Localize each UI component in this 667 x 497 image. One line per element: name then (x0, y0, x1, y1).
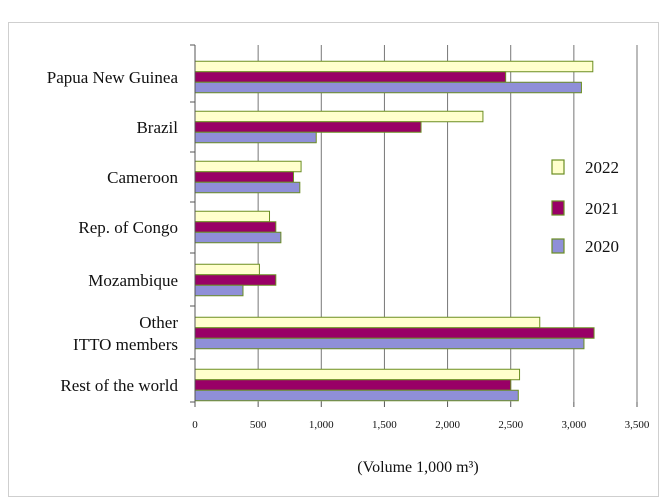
x-tick-label: 0 (192, 419, 198, 431)
category-label: Other (139, 313, 178, 332)
bar-2020-5 (194, 337, 585, 350)
category-label: Rep. of Congo (78, 218, 178, 237)
bar-2021-4 (194, 274, 277, 286)
legend-label-2022: 2022 (585, 158, 619, 177)
x-tick-label: 2,500 (498, 419, 523, 431)
tick-labels: 0 500 1,000 1,500 2,000 2,500 3,000 3,500 (192, 419, 650, 431)
x-tick-label: 500 (250, 419, 267, 431)
bar-2021-3 (194, 221, 277, 233)
bar-2020-1 (194, 131, 317, 144)
category-label: Cameroon (107, 168, 178, 187)
bar-2022-0 (194, 60, 594, 73)
x-tick-label: 1,000 (309, 419, 334, 431)
bar-2022-6 (194, 368, 521, 381)
category-label: Mozambique (88, 271, 178, 290)
bar-2022-3 (194, 210, 271, 223)
category-label: ITTO members (73, 335, 178, 354)
bars-layer (194, 60, 595, 402)
x-tick-label: 2,000 (435, 419, 460, 431)
bar-2020-2 (194, 181, 301, 194)
legend: 2022 2021 2020 (551, 158, 619, 256)
legend-swatch-2022 (551, 159, 565, 175)
category-labels: Papua New Guinea Brazil Cameroon Rep. of Co… (47, 68, 179, 395)
category-label: Papua New Guinea (47, 68, 179, 87)
legend-swatch-2021 (551, 200, 565, 216)
bar-2021-5 (194, 327, 595, 339)
bar-2022-4 (194, 263, 260, 276)
bar-2021-1 (194, 121, 422, 133)
legend-label-2020: 2020 (585, 237, 619, 256)
category-label: Rest of the world (60, 376, 178, 395)
bar-2022-5 (194, 316, 541, 329)
axis-layer (190, 44, 638, 407)
x-tick-label: 3,000 (561, 419, 586, 431)
x-tick-label: 3,500 (625, 419, 650, 431)
x-tick-label: 1,500 (372, 419, 397, 431)
bar-2021-6 (194, 379, 512, 391)
bar-2020-4 (194, 284, 244, 297)
legend-swatch-2020 (551, 238, 565, 254)
bar-2020-0 (194, 81, 582, 94)
category-label: Brazil (136, 118, 178, 137)
bar-2022-1 (194, 110, 484, 123)
bar-2022-2 (194, 160, 302, 173)
bar-2020-3 (194, 231, 282, 244)
bar-2020-6 (194, 389, 519, 402)
bar-2021-0 (194, 71, 507, 83)
legend-label-2021: 2021 (585, 199, 619, 218)
x-axis-title: (Volume 1,000 m³) (357, 459, 478, 476)
bar-2021-2 (194, 171, 295, 183)
chart-frame (8, 22, 659, 497)
